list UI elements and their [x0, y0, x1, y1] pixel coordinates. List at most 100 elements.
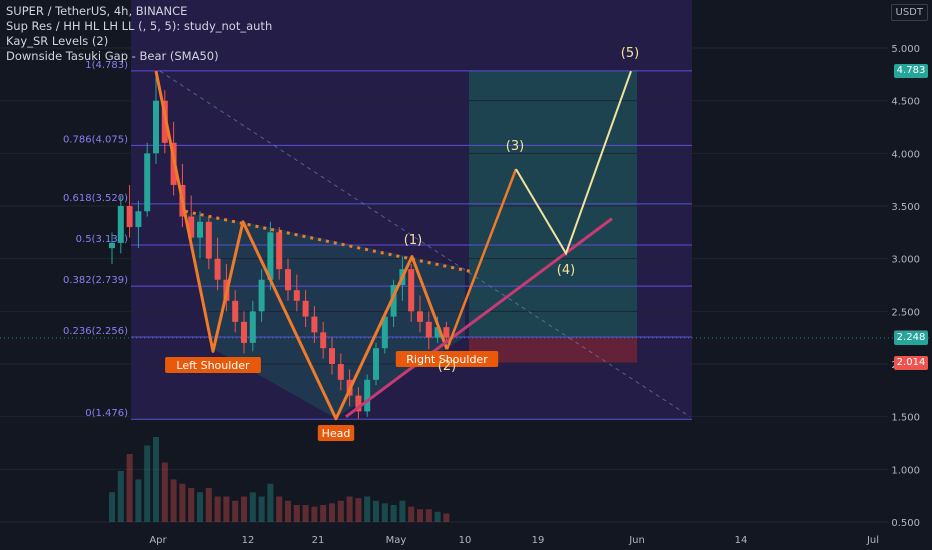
x-tick-label: Jun — [628, 535, 645, 546]
indicator-tasuki-gap[interactable]: Downside Tasuki Gap - Bear (SMA50) — [6, 49, 219, 63]
volume-bar — [249, 492, 256, 522]
candle-body — [144, 153, 151, 212]
volume-bar — [223, 496, 230, 522]
y-tick-label: 1.000 — [891, 465, 920, 476]
volume-bar — [161, 462, 168, 522]
candle-body — [214, 258, 221, 280]
fib-label: 0(1.476) — [85, 408, 128, 419]
wave-leg-3 — [445, 168, 518, 350]
candle-body — [197, 221, 203, 238]
candle-body — [232, 300, 239, 322]
volume-bar — [346, 496, 353, 522]
volume-bar — [293, 505, 300, 522]
volume-bar — [337, 500, 344, 522]
y-tick-label: 0.500 — [891, 518, 920, 529]
candle-body — [373, 348, 379, 380]
volume-bar — [399, 500, 406, 522]
price-badge: 2.248 — [894, 330, 928, 345]
fib-label: 0.786(4.075) — [63, 134, 128, 145]
volume-bar — [302, 505, 309, 522]
candle-body — [117, 206, 124, 243]
candle-body — [153, 100, 159, 154]
volume-bar — [425, 509, 432, 522]
volume-bar — [126, 454, 133, 522]
volume-bar — [373, 500, 379, 522]
volume-bar — [197, 492, 203, 522]
price-badge: 4.783 — [894, 63, 928, 78]
candle-body — [408, 269, 415, 312]
candle-body — [381, 316, 388, 349]
candle-body — [276, 232, 283, 270]
volume-bar — [205, 488, 212, 522]
volume-bar — [390, 505, 397, 522]
candle-body — [302, 300, 309, 317]
volume-bar — [434, 511, 441, 522]
candle-body — [126, 206, 133, 228]
price-badge: 2.014 — [894, 355, 928, 370]
volume-bar — [443, 513, 450, 522]
head-label-bg — [317, 425, 355, 441]
y-tick-label: 3.000 — [891, 255, 920, 266]
fib-label: 0.618(3.520) — [63, 193, 128, 204]
trend-projection-line — [159, 70, 691, 418]
right-shoulder-label: Right Shoulder — [406, 353, 488, 366]
candle-body — [425, 321, 432, 338]
candle-body — [443, 327, 450, 338]
candle-body — [285, 269, 291, 291]
wave-label-2: (2) — [438, 359, 456, 374]
left-shoulder-label-bg — [165, 357, 261, 373]
wave-legs-4-5 — [515, 70, 632, 256]
y-tick-label: 5.000 — [891, 44, 920, 55]
fib-label: 0.5(3.130) — [76, 234, 128, 245]
volume-bar — [320, 505, 327, 522]
candle-body — [258, 279, 265, 312]
fib-label: 0.236(2.256) — [63, 326, 128, 337]
wave-label-1: (1) — [404, 233, 422, 248]
volume-bar — [381, 503, 388, 522]
x-tick-label: 14 — [735, 535, 748, 546]
y-tick-label: 4.000 — [891, 149, 920, 160]
candle-body — [135, 211, 142, 228]
currency-selector[interactable]: USDT — [890, 4, 928, 21]
candle-body — [337, 364, 344, 380]
candle-body — [329, 348, 335, 364]
volume-bar — [144, 445, 151, 522]
volume-bar — [170, 479, 177, 522]
y-tick-label: 1.500 — [891, 413, 920, 424]
volume-bar — [408, 506, 415, 522]
y-tick-label: 3.500 — [891, 202, 920, 213]
candle-body — [109, 242, 115, 249]
wave-label-4: (4) — [557, 263, 575, 278]
volume-bar — [135, 479, 142, 522]
volume-bar — [417, 509, 423, 522]
indicator-kay-sr[interactable]: Kay_SR Levels (2) — [6, 34, 109, 48]
volume-bar — [241, 496, 247, 522]
candle-body — [417, 311, 423, 322]
volume-bar — [109, 492, 115, 522]
candle-body — [188, 216, 195, 238]
candle-body — [320, 332, 327, 349]
x-tick-label: 19 — [532, 535, 545, 546]
candle-body — [249, 311, 256, 343]
y-tick-label: 4.500 — [891, 97, 920, 108]
volume-bar — [355, 498, 362, 522]
wave-label-3: (3) — [506, 139, 524, 154]
candle-body — [364, 379, 371, 412]
volume-bar — [214, 496, 221, 522]
wave-label-5: (5) — [621, 46, 639, 61]
head-label: Head — [322, 427, 351, 440]
left-shoulder-label: Left Shoulder — [176, 359, 250, 372]
candle-body — [241, 321, 247, 343]
symbol-title[interactable]: SUPER / TetherUS, 4h, BINANCE — [6, 4, 188, 18]
volume-bar — [188, 488, 195, 522]
indicator-sup-res[interactable]: Sup Res / HH HL LH LL (, 5, 5): study_no… — [6, 19, 273, 33]
fib-label: 0.382(2.739) — [63, 275, 128, 286]
volume-bar — [179, 483, 186, 522]
volume-bar — [364, 496, 371, 522]
x-tick-label: Apr — [149, 535, 167, 546]
candle-body — [311, 316, 318, 333]
candle-body — [293, 290, 300, 301]
candle-body — [434, 327, 441, 338]
